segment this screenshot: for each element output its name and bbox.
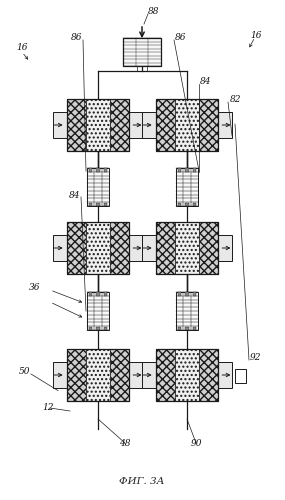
Bar xyxy=(86,222,110,274)
Bar xyxy=(142,362,156,388)
Text: 12: 12 xyxy=(42,404,54,412)
Bar xyxy=(110,99,129,151)
Bar xyxy=(193,168,196,172)
Bar xyxy=(156,222,175,274)
Bar xyxy=(156,349,175,401)
Bar xyxy=(53,235,67,261)
Text: 86: 86 xyxy=(70,34,82,42)
Bar xyxy=(142,235,156,261)
Bar xyxy=(110,349,129,401)
Bar xyxy=(67,222,129,274)
Text: 16: 16 xyxy=(250,30,262,40)
Bar xyxy=(175,99,199,151)
Text: 84: 84 xyxy=(200,78,211,86)
Bar xyxy=(156,222,218,274)
Bar xyxy=(67,222,86,274)
Text: 90: 90 xyxy=(190,438,202,448)
Bar xyxy=(178,326,181,330)
Text: 16: 16 xyxy=(16,44,28,52)
Bar xyxy=(175,222,199,274)
Text: 92: 92 xyxy=(250,354,262,362)
Bar xyxy=(185,292,189,296)
Bar xyxy=(104,202,107,206)
Bar xyxy=(176,168,198,206)
Bar xyxy=(156,99,218,151)
Text: 48: 48 xyxy=(119,438,131,448)
Bar xyxy=(218,362,232,388)
Bar xyxy=(178,202,181,206)
Bar xyxy=(193,202,196,206)
Bar xyxy=(193,292,196,296)
Bar xyxy=(129,362,143,388)
Bar xyxy=(89,292,92,296)
Bar xyxy=(53,112,67,138)
Bar xyxy=(218,235,232,261)
Bar xyxy=(67,349,86,401)
Bar xyxy=(178,168,181,172)
Text: 86: 86 xyxy=(175,34,186,42)
Bar xyxy=(156,99,175,151)
Bar xyxy=(218,112,232,138)
Bar xyxy=(193,326,196,330)
Bar xyxy=(67,349,129,401)
Bar xyxy=(89,202,92,206)
Text: 88: 88 xyxy=(148,8,160,16)
Bar xyxy=(67,99,129,151)
Bar xyxy=(142,112,156,138)
Bar xyxy=(235,369,246,383)
Bar xyxy=(185,202,189,206)
Bar xyxy=(176,292,198,330)
Bar xyxy=(96,326,100,330)
Bar xyxy=(67,99,86,151)
Bar xyxy=(96,168,100,172)
Text: 36: 36 xyxy=(28,284,40,292)
Bar xyxy=(156,349,218,401)
Text: ФИГ. 3А: ФИГ. 3А xyxy=(119,478,165,486)
Bar xyxy=(87,168,109,206)
Bar xyxy=(87,292,109,330)
Bar xyxy=(89,168,92,172)
Bar xyxy=(123,38,161,66)
Bar xyxy=(53,362,67,388)
Bar xyxy=(104,168,107,172)
Bar xyxy=(96,202,100,206)
Bar xyxy=(86,99,110,151)
Bar xyxy=(104,326,107,330)
Bar xyxy=(86,349,110,401)
Bar xyxy=(110,222,129,274)
Text: 84: 84 xyxy=(68,190,80,200)
Text: 50: 50 xyxy=(19,368,30,376)
Bar xyxy=(200,99,218,151)
Text: 82: 82 xyxy=(230,96,241,104)
Bar xyxy=(200,222,218,274)
Bar xyxy=(178,292,181,296)
Bar xyxy=(129,112,143,138)
Bar xyxy=(185,168,189,172)
Bar xyxy=(96,292,100,296)
Bar xyxy=(129,235,143,261)
Bar xyxy=(104,292,107,296)
Bar xyxy=(200,349,218,401)
Bar xyxy=(89,326,92,330)
Bar xyxy=(175,349,199,401)
Bar xyxy=(185,326,189,330)
